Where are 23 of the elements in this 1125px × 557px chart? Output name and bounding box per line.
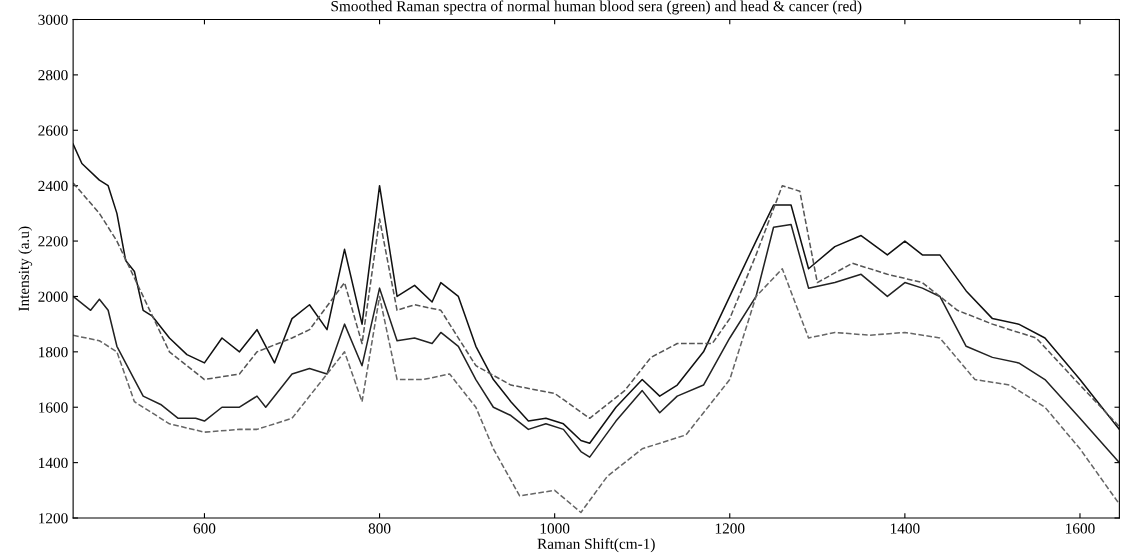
line-series [73, 143, 1120, 444]
y-tick-label: 1400 [39, 457, 68, 469]
y-tick-label: 1600 [39, 402, 68, 413]
x-tick-label: 1000 [540, 523, 570, 534]
y-tick-label: 2200 [38, 236, 68, 247]
y-tick-label: 1800 [39, 346, 68, 358]
y-axis-title: Intensity (a.u) [18, 226, 33, 312]
line-series [73, 182, 1120, 428]
y-tick-label: 1200 [39, 513, 68, 524]
x-tick-label: 1200 [715, 523, 745, 534]
y-tick-label: 2800 [38, 70, 68, 81]
y-tick-label: 2000 [38, 291, 68, 302]
line-series [73, 223, 1120, 464]
x-tick-label: 1600 [1066, 523, 1095, 534]
y-tick-label: 2400 [38, 180, 68, 192]
x-tick-label: 1400 [890, 523, 920, 534]
chart-title: Smoothed Raman spectra of normal human blood sera (green) and head & cancer (red) [331, 0, 862, 15]
y-tick-label: 2600 [38, 125, 68, 136]
line-series [73, 267, 1120, 514]
x-axis-title: Raman Shift(cm-1) [537, 538, 655, 553]
x-tick-label: 600 [193, 523, 216, 534]
x-tick-label: 800 [368, 523, 391, 534]
y-tick-label: 3000 [38, 14, 68, 25]
